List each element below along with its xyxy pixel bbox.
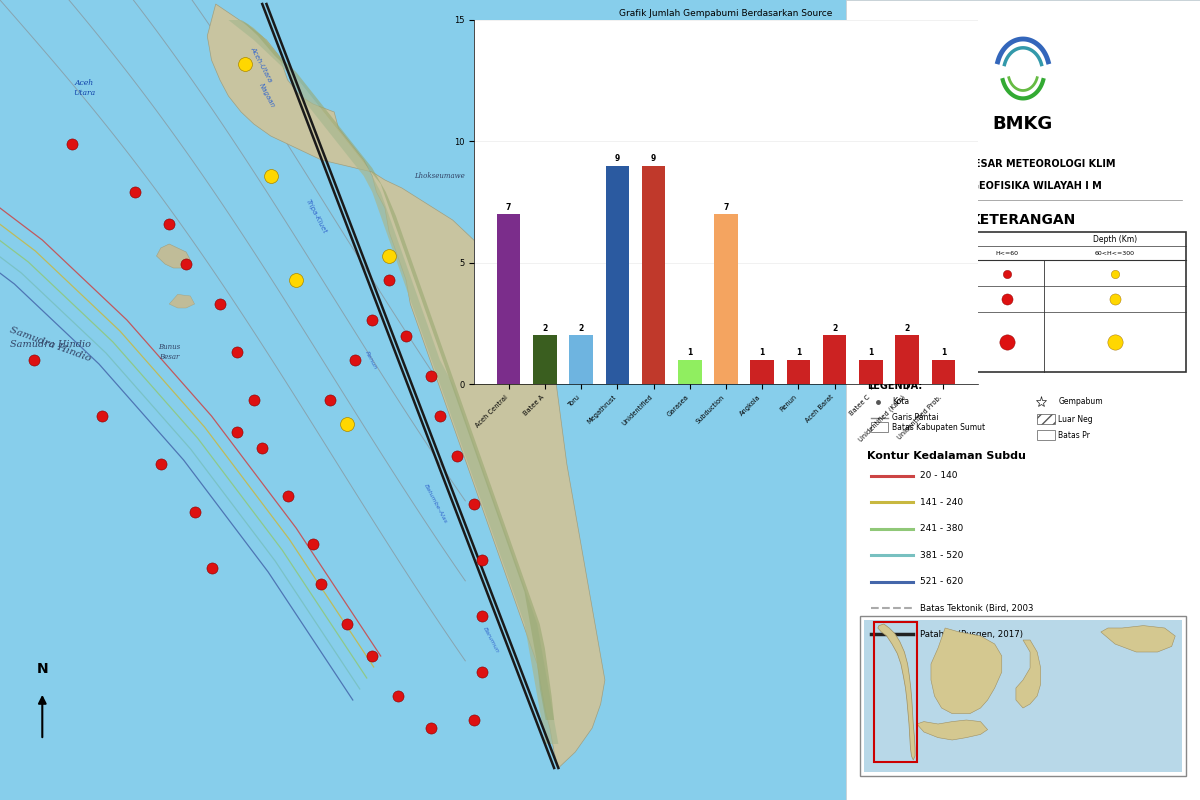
Text: Tripa-Kluet: Tripa-Kluet <box>305 198 328 234</box>
Text: Nagaan: Nagaan <box>258 82 276 110</box>
Bar <box>864 620 1182 772</box>
Text: BMKG: BMKG <box>992 115 1054 133</box>
Text: Depth (Km): Depth (Km) <box>1093 234 1138 244</box>
Text: 2: 2 <box>578 324 583 333</box>
Text: M > 5: M > 5 <box>902 338 924 347</box>
Bar <box>642 166 665 384</box>
Bar <box>859 360 883 384</box>
Polygon shape <box>169 294 194 308</box>
Text: Luar Neg: Luar Neg <box>1058 414 1093 424</box>
Text: 521 - 620: 521 - 620 <box>920 577 964 586</box>
Text: Samudra Hindio: Samudra Hindio <box>11 339 91 349</box>
Polygon shape <box>156 244 191 268</box>
Text: M <= 4.0: M <= 4.0 <box>895 270 931 279</box>
Bar <box>871 422 888 432</box>
Text: Aceh-Utara: Aceh-Utara <box>250 46 274 82</box>
Bar <box>875 622 917 762</box>
Text: 1: 1 <box>941 348 946 358</box>
Text: 9: 9 <box>614 154 620 163</box>
Text: 2: 2 <box>542 324 547 333</box>
Text: 1: 1 <box>869 348 874 358</box>
Text: 2: 2 <box>832 324 838 333</box>
Text: Lhokseumawe: Lhokseumawe <box>414 172 466 180</box>
Polygon shape <box>878 624 916 760</box>
Text: 20 - 140: 20 - 140 <box>920 471 958 481</box>
Bar <box>823 335 846 384</box>
Text: LEGENDA:: LEGENDA: <box>868 381 923 390</box>
Polygon shape <box>1016 640 1040 708</box>
Text: Barumun: Barumun <box>482 626 500 654</box>
Text: 7: 7 <box>724 202 728 212</box>
Bar <box>860 616 1186 776</box>
Text: BALAI BESAR METEOROLOGI KLIM: BALAI BESAR METEOROLOGI KLIM <box>931 159 1115 169</box>
Text: Batas Tektonik (Bird, 2003: Batas Tektonik (Bird, 2003 <box>920 603 1034 613</box>
Bar <box>895 335 919 384</box>
Polygon shape <box>931 628 1002 714</box>
Polygon shape <box>208 4 605 768</box>
Bar <box>533 335 557 384</box>
Text: Patahan (Pusgen, 2017): Patahan (Pusgen, 2017) <box>920 630 1024 639</box>
Bar <box>1037 430 1055 440</box>
Text: 4.0<M<=5.0: 4.0<M<=5.0 <box>888 294 938 304</box>
Text: Garis Pantai: Garis Pantai <box>892 413 938 422</box>
Text: 241 - 380: 241 - 380 <box>920 524 964 534</box>
Text: 141 - 240: 141 - 240 <box>920 498 964 507</box>
Text: Magnitude (Mw): Magnitude (Mw) <box>882 242 944 251</box>
Bar <box>787 360 810 384</box>
Text: 1: 1 <box>760 348 764 358</box>
Text: 7: 7 <box>506 202 511 212</box>
Text: KETERANGAN: KETERANGAN <box>970 213 1076 227</box>
Text: 9: 9 <box>650 154 656 163</box>
Text: Bunus
Besar: Bunus Besar <box>158 343 180 361</box>
Polygon shape <box>241 20 554 720</box>
Bar <box>678 360 702 384</box>
Bar <box>497 214 521 384</box>
Bar <box>931 360 955 384</box>
Text: Gempabum: Gempabum <box>1058 397 1103 406</box>
Text: 1: 1 <box>796 348 802 358</box>
Bar <box>714 214 738 384</box>
Polygon shape <box>228 20 558 744</box>
Text: 60<H<=300: 60<H<=300 <box>1096 251 1135 256</box>
Text: DAN GEOFISIKA WILAYAH I M: DAN GEOFISIKA WILAYAH I M <box>944 181 1102 190</box>
Text: Samudra Hindio: Samudra Hindio <box>8 325 92 363</box>
Text: Batas Pr: Batas Pr <box>1058 430 1091 440</box>
Bar <box>606 166 629 384</box>
Title: Grafik Jumlah Gempabumi Berdasarkan Source: Grafik Jumlah Gempabumi Berdasarkan Sour… <box>619 9 833 18</box>
Text: Batumbe-Alas: Batumbe-Alas <box>424 483 448 525</box>
Text: 2: 2 <box>905 324 910 333</box>
Polygon shape <box>917 720 988 740</box>
Bar <box>750 360 774 384</box>
Bar <box>1037 414 1055 424</box>
Text: 1: 1 <box>688 348 692 358</box>
Text: 381 - 520: 381 - 520 <box>920 550 964 560</box>
Text: Batas Kabupaten Sumut: Batas Kabupaten Sumut <box>892 422 985 432</box>
Text: N: N <box>36 662 48 676</box>
Text: H<=60: H<=60 <box>996 251 1019 256</box>
Bar <box>569 335 593 384</box>
Text: Kota: Kota <box>892 397 910 406</box>
Polygon shape <box>1100 626 1175 652</box>
Bar <box>860 232 1186 372</box>
Text: Aceh
Utara: Aceh Utara <box>73 79 96 97</box>
Text: Kontur Kedalaman Subdu: Kontur Kedalaman Subdu <box>868 451 1026 461</box>
Text: Renun: Renun <box>364 350 378 370</box>
